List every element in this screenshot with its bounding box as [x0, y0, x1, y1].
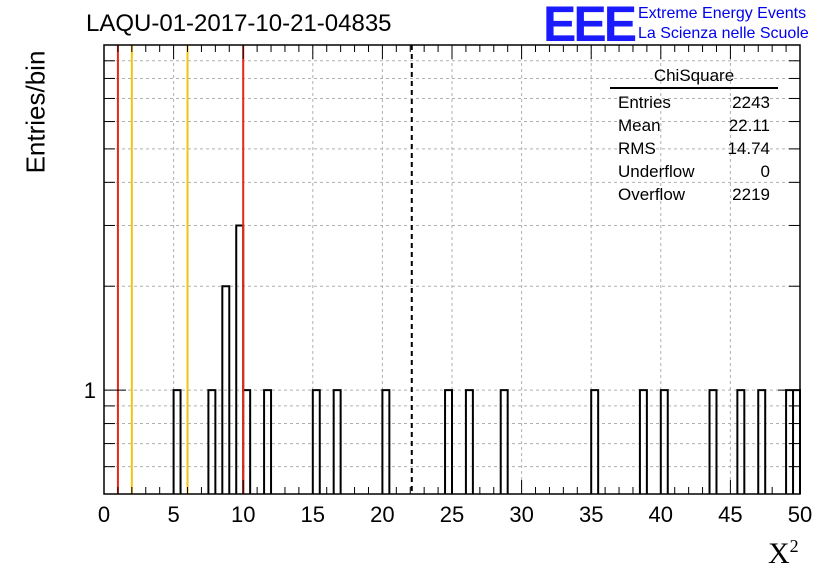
- x-axis-label: X2: [768, 536, 799, 571]
- x-tick-label: 35: [579, 502, 603, 527]
- x-tick-label: 25: [440, 502, 464, 527]
- stats-label: Mean: [618, 116, 661, 135]
- stats-value: 2243: [732, 93, 770, 112]
- stats-label: RMS: [618, 139, 656, 158]
- stats-title: ChiSquare: [610, 66, 778, 89]
- x-tick-label: 45: [718, 502, 742, 527]
- stats-label: Entries: [618, 93, 671, 112]
- x-tick-label: 20: [370, 502, 394, 527]
- x-tick-label: 15: [301, 502, 325, 527]
- stats-label: Underflow: [618, 162, 695, 181]
- x-axis-label-base: X: [768, 537, 790, 570]
- stats-box: ChiSquare Entries 2243 Mean 22.11 RMS 14.74…: [610, 66, 778, 206]
- x-tick-label: 50: [788, 502, 812, 527]
- x-tick-label: 0: [98, 502, 110, 527]
- stats-row-rms: RMS 14.74: [610, 137, 778, 160]
- stats-value: 2219: [732, 185, 770, 204]
- y-axis-label: Entries/bin: [20, 50, 51, 174]
- y-tick-label: 1: [84, 378, 96, 403]
- logo-caption: Extreme Energy Events La Scienza nelle S…: [638, 4, 809, 44]
- logo-caption-line1: Extreme Energy Events: [638, 5, 807, 22]
- x-axis-label-superscript: 2: [789, 536, 799, 556]
- stats-row-underflow: Underflow 0: [610, 160, 778, 183]
- x-tick-label: 10: [231, 502, 255, 527]
- x-tick-label: 40: [649, 502, 673, 527]
- histogram-outline: [172, 224, 801, 494]
- stats-value: 22.11: [728, 116, 770, 135]
- logo-caption-line2: La Scienza nelle Scuole: [638, 25, 809, 42]
- stats-value: 0: [760, 162, 770, 181]
- eee-logo: EEE: [543, 0, 637, 52]
- x-tick-label: 5: [167, 502, 179, 527]
- stats-row-mean: Mean 22.11: [610, 114, 778, 137]
- stats-row-entries: Entries 2243: [610, 91, 778, 114]
- x-tick-label: 30: [509, 502, 533, 527]
- chart-title: LAQU-01-2017-10-21-04835: [86, 10, 392, 37]
- stats-value: 14.74: [727, 139, 770, 158]
- stats-label: Overflow: [618, 185, 686, 204]
- stats-row-overflow: Overflow 2219: [610, 183, 778, 206]
